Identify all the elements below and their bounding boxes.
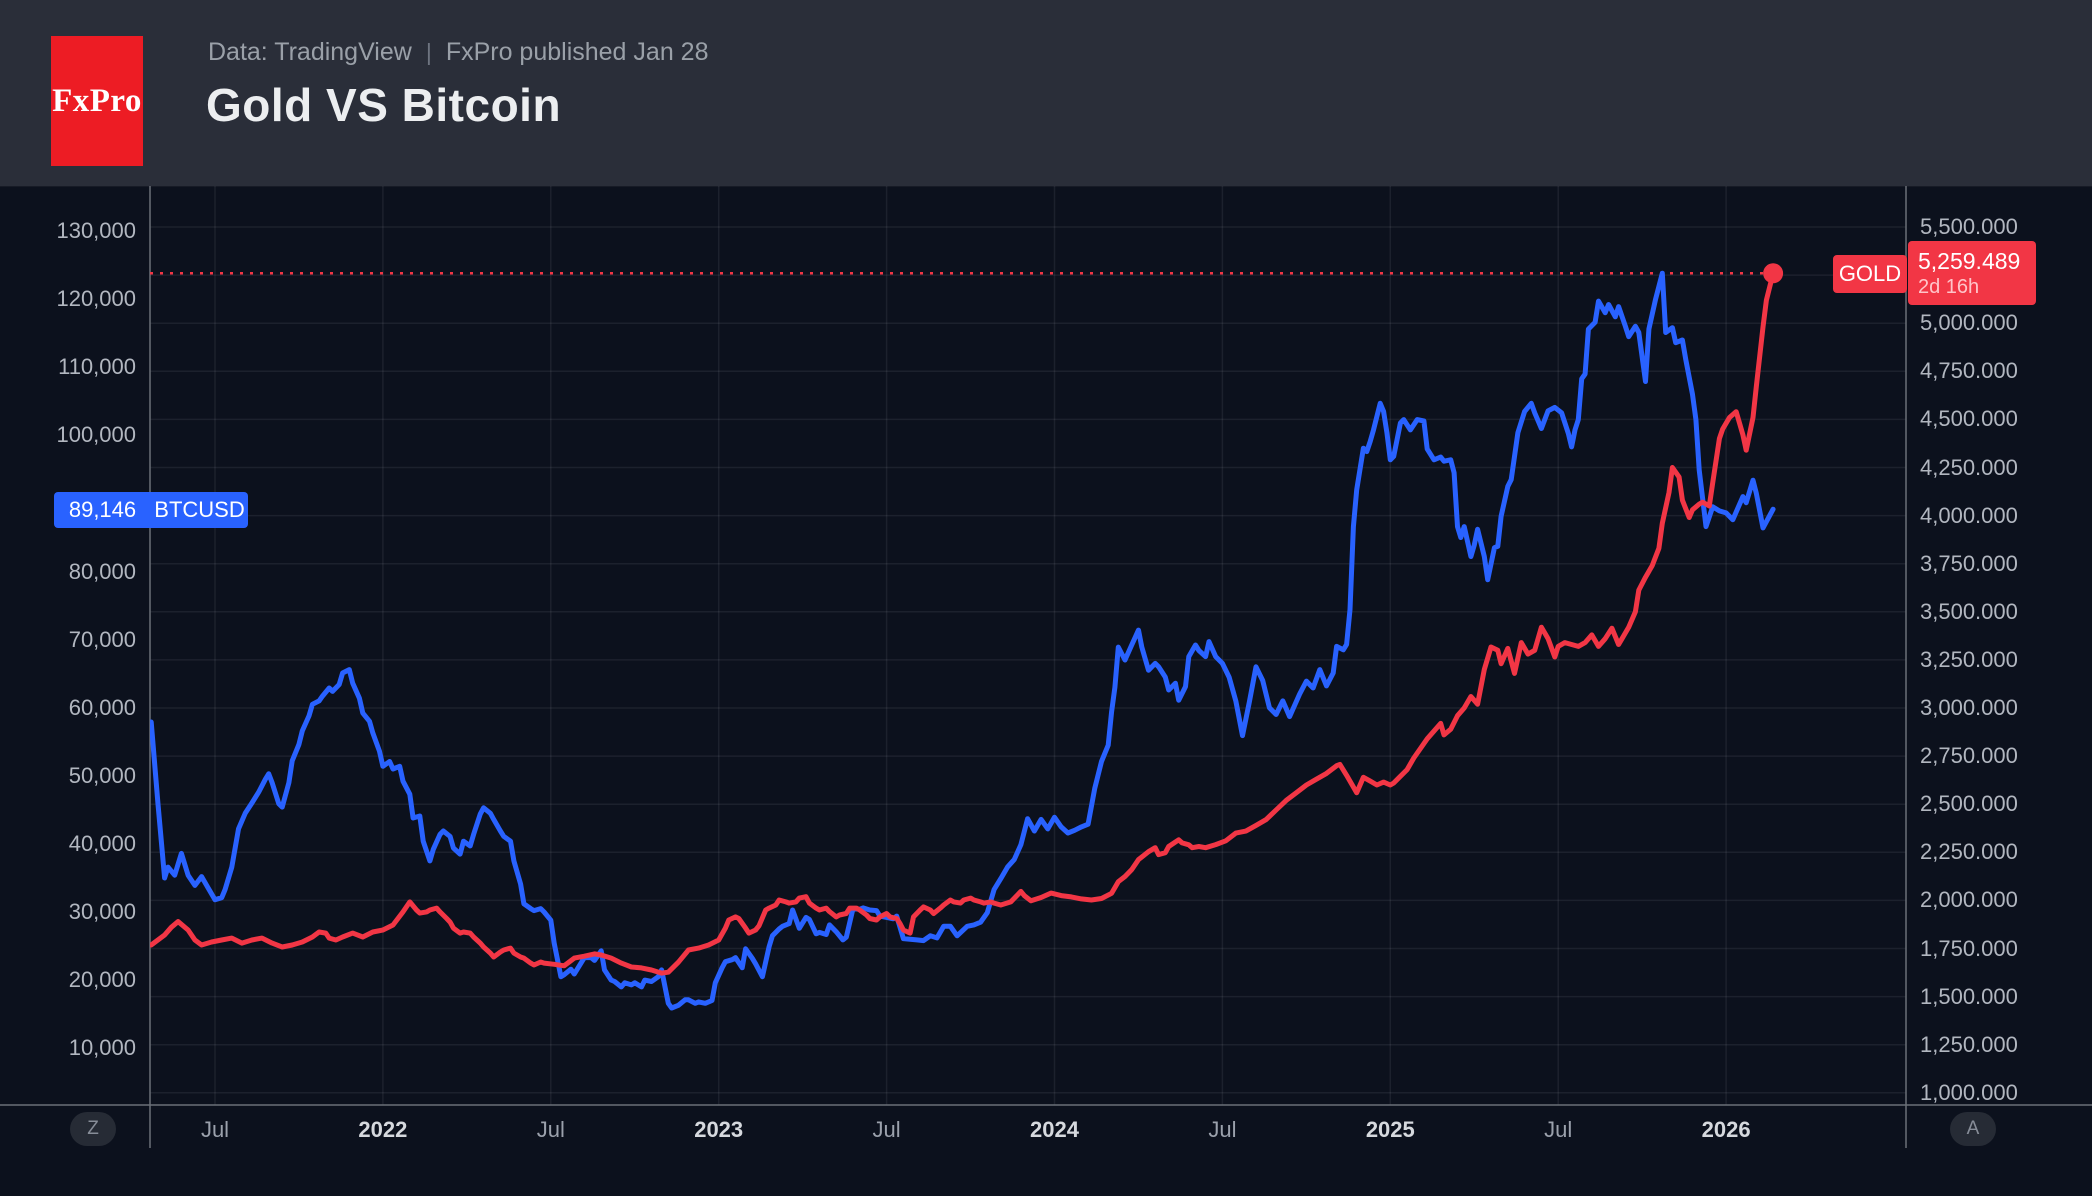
btcusd-series-line <box>150 270 1776 1011</box>
right-axis-tick-label: 1,000.000 <box>1920 1079 2018 1105</box>
fxpro-logo-text: FxPro <box>52 82 142 119</box>
source-line: Data: TradingView | FxPro published Jan 28 <box>208 38 708 67</box>
gold-last-price-marker <box>1763 263 1784 284</box>
time-axis-tick-label: Jul <box>872 1117 901 1142</box>
gold-symbol-badge: GOLD <box>1833 255 1907 293</box>
right-axis-tick-label: 3,750.000 <box>1920 550 2018 576</box>
btcusd-price-badge: 89,146 BTCUSD <box>54 492 248 528</box>
time-axis-tick-label: 2025 <box>1365 1117 1415 1142</box>
left-axis-tick-label: 130,000 <box>56 218 136 243</box>
btcusd-last-price: 89,146 <box>68 497 137 522</box>
left-axis-tick-label: 120,000 <box>56 286 136 312</box>
right-axis-tick-label: 4,750.000 <box>1920 358 2018 384</box>
gold-bar-countdown: 2d 16h <box>1918 276 1980 298</box>
time-axis-tick-label: Jul <box>536 1117 565 1142</box>
chart-title: Gold VS Bitcoin <box>206 79 562 131</box>
right-axis-tick-label: 2,250.000 <box>1920 839 2018 865</box>
right-axis-tick-label: 4,250.000 <box>1920 454 2018 480</box>
left-axis-tick-label: 60,000 <box>68 694 136 720</box>
left-axis-tick-label: 40,000 <box>68 830 136 856</box>
published-text: FxPro published Jan 28 <box>445 38 709 66</box>
right-axis-tick-label: 5,000.000 <box>1920 310 2018 336</box>
time-axis-tick-label: Jul <box>200 1117 230 1142</box>
right-axis-tick-label: 2,750.000 <box>1920 743 2018 769</box>
time-axis-tick-label: 2024 <box>1030 1117 1079 1142</box>
right-axis-tick-label: 4,000.000 <box>1920 502 2018 528</box>
left-axis-tick-label: 110,000 <box>58 354 136 380</box>
right-axis-tick-label: 2,000.000 <box>1920 887 2018 913</box>
right-axis-tick-label: 2,500.000 <box>1920 791 2018 817</box>
timezone-button[interactable]: Z <box>70 1112 116 1146</box>
right-axis-tick-label: 1,250.000 <box>1920 1031 2018 1057</box>
gold-symbol-label: GOLD <box>1838 261 1902 286</box>
left-axis-tick-label: 20,000 <box>68 967 136 993</box>
gold-price-badge: 5,259.489 2d 16h <box>1908 241 2036 305</box>
right-axis-tick-label: 3,000.000 <box>1920 695 2018 720</box>
right-axis-tick-label: 3,250.000 <box>1920 646 2018 672</box>
data-source-text: Data: TradingView <box>208 38 412 66</box>
left-axis-tick-label: 100,000 <box>56 422 136 448</box>
time-axis-tick-label: 2022 <box>358 1117 408 1142</box>
time-axis-tick-label: Jul <box>1208 1117 1237 1142</box>
right-axis-tick-label: 4,500.000 <box>1920 406 2018 432</box>
time-axis-tick-label: 2023 <box>694 1117 744 1142</box>
right-axis-tick-label: 1,750.000 <box>1920 935 2018 961</box>
left-axis-tick-label: 30,000 <box>68 899 136 924</box>
gold-series-line <box>150 270 1776 976</box>
gold-last-price: 5,259.489 <box>1918 248 2021 274</box>
btcusd-symbol-label: BTCUSD <box>154 497 245 522</box>
price-chart-canvas[interactable] <box>0 186 2092 1196</box>
left-axis-tick-label: 70,000 <box>68 626 136 652</box>
header: FxPro Data: TradingView | FxPro published … <box>0 0 2092 187</box>
time-axis-tick-label: Jul <box>1544 1117 1573 1142</box>
left-axis-tick-label: 50,000 <box>68 762 136 788</box>
right-axis-tick-label: 1,500.000 <box>1920 983 2018 1009</box>
left-axis-tick-label: 80,000 <box>68 558 136 584</box>
chart-area[interactable]: 130,000 120,000 110,000 100,000 80,000 70,000… <box>0 186 2092 1196</box>
right-axis-tick-label: 3,500.000 <box>1920 598 2018 624</box>
right-axis-tick-label: 5,500.000 <box>1920 214 2018 239</box>
separator: | <box>425 39 432 65</box>
time-axis-tick-label: 2026 <box>1701 1117 1751 1142</box>
fxpro-logo: FxPro <box>51 36 143 166</box>
left-axis-tick-label: 10,000 <box>68 1035 136 1061</box>
auto-scale-button[interactable]: A <box>1950 1112 1996 1146</box>
